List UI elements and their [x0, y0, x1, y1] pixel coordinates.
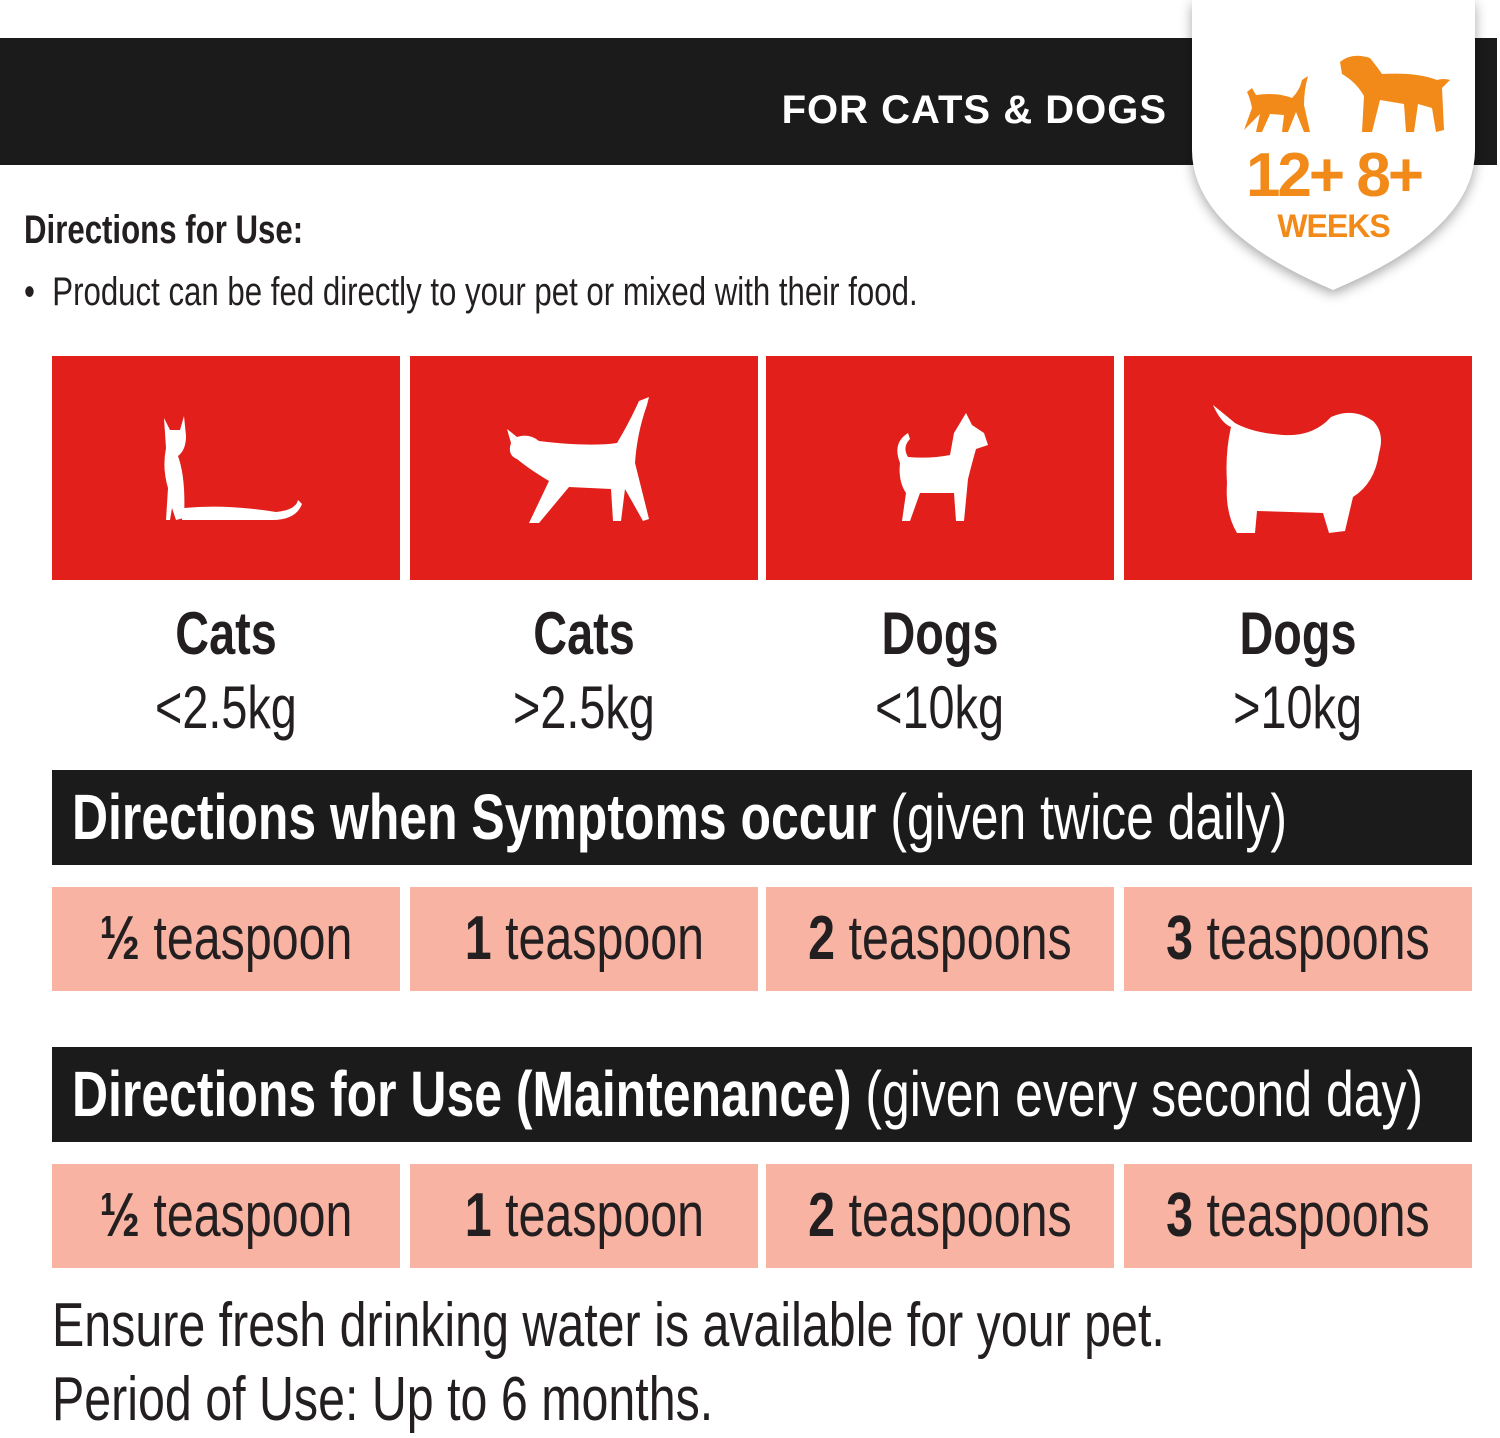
fluffy-dog-icon [1213, 405, 1381, 533]
animal-name: Dogs [1239, 600, 1357, 667]
cat-age: 12+ [1245, 141, 1345, 210]
animal-name: Dogs [881, 600, 999, 667]
dose-amount: 2 [808, 1181, 836, 1250]
directions-title-text: Directions for Use: [24, 208, 304, 252]
weight-range: <10kg [875, 674, 1005, 741]
maintenance-dose: ½ teaspoon [52, 1164, 400, 1268]
symptoms-dose: 3 teaspoons [1124, 887, 1472, 991]
symptoms-header: Directions when Symptoms occur (given tw… [52, 770, 1472, 865]
category-icon-box [410, 356, 758, 580]
symptoms-dose: 1 teaspoon [410, 887, 758, 991]
animal-name: Cats [175, 600, 277, 667]
small-dog-icon [897, 413, 988, 521]
maintenance-note: (given every second day) [865, 1058, 1424, 1130]
dose-unit: teaspoons [848, 904, 1072, 973]
water-note-text: Ensure fresh drinking water is available… [52, 1291, 1165, 1360]
weight-range: <2.5kg [155, 674, 297, 741]
weight-range: >10kg [1233, 674, 1363, 741]
shield-shape [1192, 0, 1475, 290]
dose-amount: 3 [1166, 904, 1194, 973]
category-label: Dogs <10kg [766, 598, 1114, 746]
animal-name: Cats [533, 600, 635, 667]
maintenance-header: Directions for Use (Maintenance) (given … [52, 1047, 1472, 1142]
dose-amount: 3 [1166, 1181, 1194, 1250]
maintenance-title: Directions for Use (Maintenance) [72, 1058, 852, 1130]
dose-amount: 1 [464, 904, 492, 973]
water-note: Ensure fresh drinking water is available… [52, 1290, 1479, 1361]
age-unit: WEEKS [1277, 208, 1390, 244]
walking-cat-icon [507, 397, 649, 523]
symptoms-note: (given twice daily) [890, 781, 1288, 853]
dose-amount: ½ [99, 904, 140, 973]
weight-range: >2.5kg [513, 674, 655, 741]
period-of-use-text: Period of Use: Up to 6 months. [52, 1365, 714, 1434]
age-numbers: 12+ 8+ [1192, 140, 1475, 211]
dose-unit: teaspoon [504, 904, 704, 973]
dog-age: 8+ [1356, 141, 1424, 210]
bullet-text: Product can be fed directly to your pet … [52, 270, 918, 314]
maintenance-dose: 1 teaspoon [410, 1164, 758, 1268]
category-icon-box [766, 356, 1114, 580]
category-label: Cats >2.5kg [410, 598, 758, 746]
dose-amount: ½ [99, 1181, 140, 1250]
sitting-cat-icon [164, 416, 302, 520]
cat-dog-icon [1244, 55, 1450, 132]
category-icon-box [1124, 356, 1472, 580]
period-of-use: Period of Use: Up to 6 months. [52, 1364, 900, 1435]
category-icon-box [52, 356, 400, 580]
bullet-dot: • [24, 270, 53, 314]
dose-unit: teaspoon [504, 1181, 704, 1250]
dose-unit: teaspoon [153, 904, 353, 973]
symptoms-dose: 2 teaspoons [766, 887, 1114, 991]
directions-title: Directions for Use: [24, 208, 382, 253]
dose-unit: teaspoon [153, 1181, 353, 1250]
symptoms-dose: ½ teaspoon [52, 887, 400, 991]
directions-bullet: • Product can be fed directly to your pe… [24, 270, 1170, 315]
age-badge: 12+ 8+ WEEKS [1192, 0, 1475, 292]
dose-unit: teaspoons [1206, 1181, 1430, 1250]
banner-title: FOR CATS & DOGS [781, 88, 1167, 132]
dose-amount: 2 [808, 904, 836, 973]
dose-unit: teaspoons [1206, 904, 1430, 973]
dose-amount: 1 [464, 1181, 492, 1250]
maintenance-dose: 3 teaspoons [1124, 1164, 1472, 1268]
dose-unit: teaspoons [848, 1181, 1072, 1250]
category-label: Dogs >10kg [1124, 598, 1472, 746]
maintenance-dose: 2 teaspoons [766, 1164, 1114, 1268]
category-label: Cats <2.5kg [52, 598, 400, 746]
symptoms-title: Directions when Symptoms occur [72, 781, 877, 853]
